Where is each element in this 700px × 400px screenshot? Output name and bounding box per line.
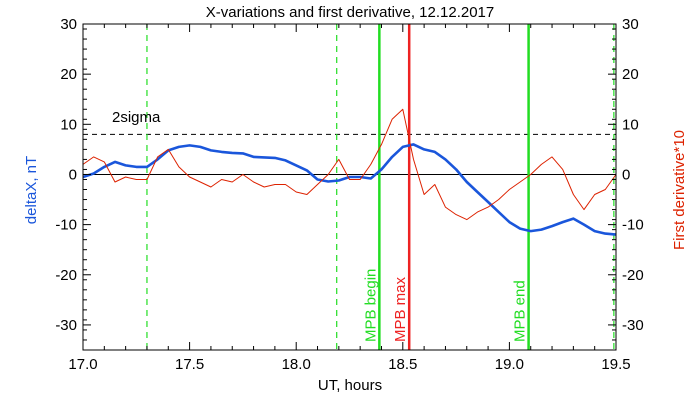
x-tick-label: 18.5	[388, 356, 417, 373]
chart-title: X-variations and first derivative, 12.12…	[206, 4, 495, 21]
y-right-tick-label: -20	[622, 267, 644, 284]
vertical-marker-label-5: MPB end	[512, 280, 529, 342]
y-right-tick-label: 0	[622, 166, 630, 183]
y-left-tick-label: 10	[60, 116, 77, 133]
y-left-tick-label: -30	[55, 317, 77, 334]
x-tick-label: 17.0	[68, 356, 97, 373]
y-left-tick-label: 0	[69, 166, 77, 183]
y-right-tick-label: 10	[622, 116, 639, 133]
y-axis-right-label: First derivative*10	[671, 130, 688, 250]
y-left-tick-label: -10	[55, 217, 77, 234]
vertical-marker-label-4: MPB max	[392, 276, 409, 342]
plot-area: MPB begin MPB max MPB end 17.0 17.5 18.0 18.5 1…	[55, 16, 643, 373]
x-tick-label: 19.0	[495, 356, 524, 373]
y-axis-left-label: deltaX, nT	[23, 156, 40, 224]
plot-frame	[82, 23, 617, 351]
x-axis-label: UT, hours	[318, 377, 382, 394]
y-right-tick-label: 30	[622, 16, 639, 33]
vertical-marker-label-3: MPB begin	[362, 269, 379, 342]
y-right-tick-label: 20	[622, 66, 639, 83]
y-right-tick-label: -10	[622, 217, 644, 234]
x-tick-label: 18.0	[282, 356, 311, 373]
y-left-tick-label: 30	[60, 16, 77, 33]
y-right-tick-label: -30	[622, 317, 644, 334]
series-deltax-line	[82, 143, 617, 236]
x-tick-label: 17.5	[175, 356, 204, 373]
y-left-tick-label: -20	[55, 267, 77, 284]
threshold-label: 2sigma	[112, 109, 161, 126]
series-derivative-line	[82, 108, 617, 221]
y-left-tick-label: 20	[60, 66, 77, 83]
x-tick-label: 19.5	[601, 356, 630, 373]
